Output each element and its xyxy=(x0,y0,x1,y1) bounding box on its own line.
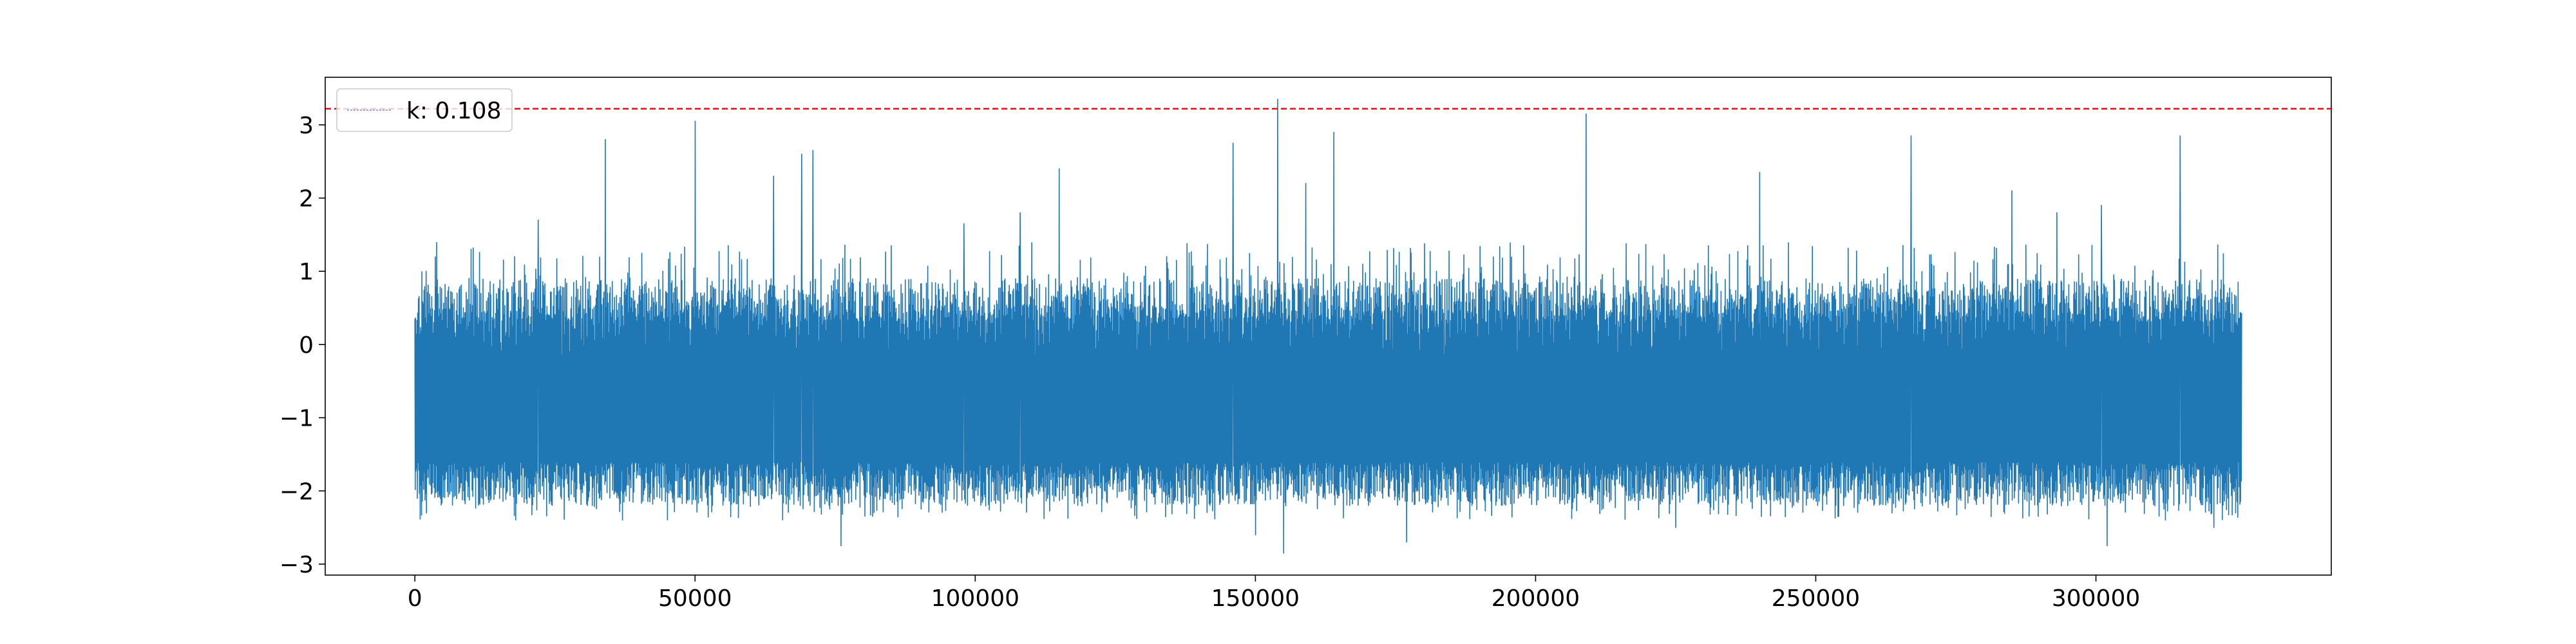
legend-label: k: 0.108 xyxy=(406,98,501,124)
legend-box xyxy=(336,88,513,132)
y-tick-label: 3 xyxy=(299,113,314,139)
axes: 0 50000 100000 150000 200000 250000 300000 −3 −2… xyxy=(279,77,2332,612)
y-tick-label: −3 xyxy=(279,552,314,578)
axes-frame xyxy=(325,77,2332,576)
x-tick-label: 0 xyxy=(408,585,422,612)
plot-area xyxy=(325,99,2331,554)
x-tick-label: 150000 xyxy=(1211,585,1300,612)
y-tick-label: 0 xyxy=(299,332,314,359)
x-tick-label: 200000 xyxy=(1492,585,1580,612)
x-tick-label: 250000 xyxy=(1772,585,1860,612)
x-tick-label: 300000 xyxy=(2052,585,2140,612)
y-tick-label: 2 xyxy=(299,186,314,213)
series-line xyxy=(414,99,2242,554)
legend: k: 0.108 xyxy=(336,88,513,132)
y-tick-label: 1 xyxy=(299,259,314,285)
y-tick-label: −2 xyxy=(279,478,314,505)
x-tick-label: 50000 xyxy=(658,585,732,612)
y-tick-label: −1 xyxy=(279,406,314,432)
x-tick-label: 100000 xyxy=(931,585,1019,612)
